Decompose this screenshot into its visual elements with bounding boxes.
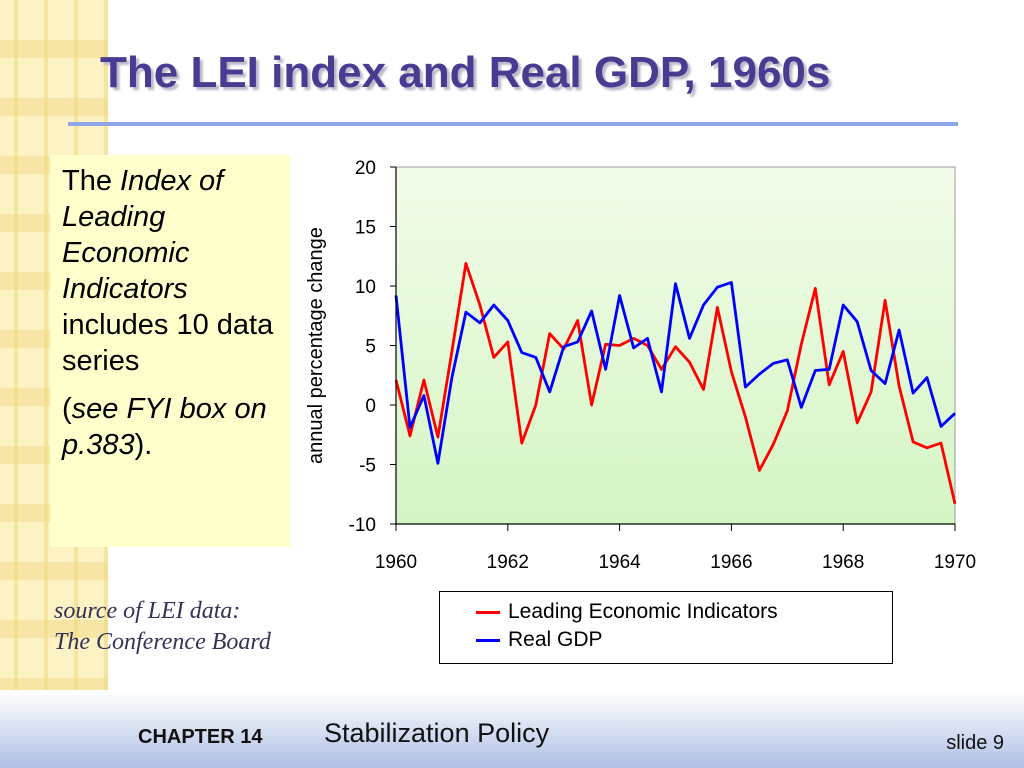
- info-paragraph-1: The Index of Leading Economic Indicators…: [62, 163, 278, 379]
- source-line-2: The Conference Board: [54, 629, 271, 655]
- series-line-lei: [394, 261, 957, 505]
- x-tick-label: 1966: [710, 552, 752, 573]
- series-lines: [394, 261, 957, 505]
- data-source-note: source of LEI data: The Conference Board: [54, 596, 354, 658]
- footer-bar: [0, 690, 1024, 768]
- info-p2-open: (: [62, 393, 72, 425]
- x-tick-label: 1962: [487, 552, 529, 573]
- chapter-title: Stabilization Policy: [324, 718, 550, 748]
- y-tick-label: 10: [355, 277, 376, 298]
- legend-label-gdp: Real GDP: [508, 628, 603, 651]
- y-tick-label: 5: [365, 337, 376, 358]
- y-tick-label: 15: [355, 218, 376, 239]
- legend-swatch-gdp: [476, 638, 500, 642]
- legend-item-lei: Leading Economic Indicators: [476, 598, 892, 626]
- y-tick-label: -5: [359, 456, 376, 477]
- y-tick-label: -10: [349, 515, 376, 536]
- legend-label-lei: Leading Economic Indicators: [508, 600, 778, 623]
- info-p2-italic: see FYI box on p.383: [62, 393, 267, 461]
- info-p1-suffix: includes 10 data series: [62, 309, 274, 377]
- title-underline: [68, 122, 958, 126]
- x-tick-label: 1964: [598, 552, 641, 573]
- legend-swatch-lei: [476, 610, 500, 614]
- info-box: The Index of Leading Economic Indicators…: [50, 155, 290, 547]
- chart-legend: Leading Economic Indicators Real GDP: [439, 591, 893, 664]
- series-line-gdp: [394, 280, 956, 465]
- y-tick-label: 0: [365, 396, 376, 417]
- legend-item-gdp: Real GDP: [476, 626, 892, 654]
- info-paragraph-2: (see FYI box on p.383).: [62, 391, 278, 463]
- x-axis-ticks: 1960 1962 1964 1966 1968 1970: [375, 524, 976, 573]
- x-tick-label: 1968: [822, 552, 864, 573]
- y-axis-label: annual percentage change: [305, 227, 327, 464]
- x-tick-label: 1970: [934, 552, 976, 573]
- source-line-1: source of LEI data:: [54, 598, 241, 624]
- y-axis-ticks: -10 -5 0 5 10 15 20: [349, 158, 396, 536]
- y-tick-label: 20: [355, 158, 376, 179]
- slide-title: The LEI index and Real GDP, 1960s: [100, 48, 831, 97]
- info-p1-prefix: The: [62, 165, 121, 197]
- info-p2-close: ).: [134, 429, 153, 461]
- chapter-label: CHAPTER 14: [138, 726, 263, 748]
- info-p1-italic: Index of Leading Economic Indicators: [62, 165, 224, 305]
- x-tick-label: 1960: [375, 552, 417, 573]
- slide-number: slide 9: [946, 732, 1004, 754]
